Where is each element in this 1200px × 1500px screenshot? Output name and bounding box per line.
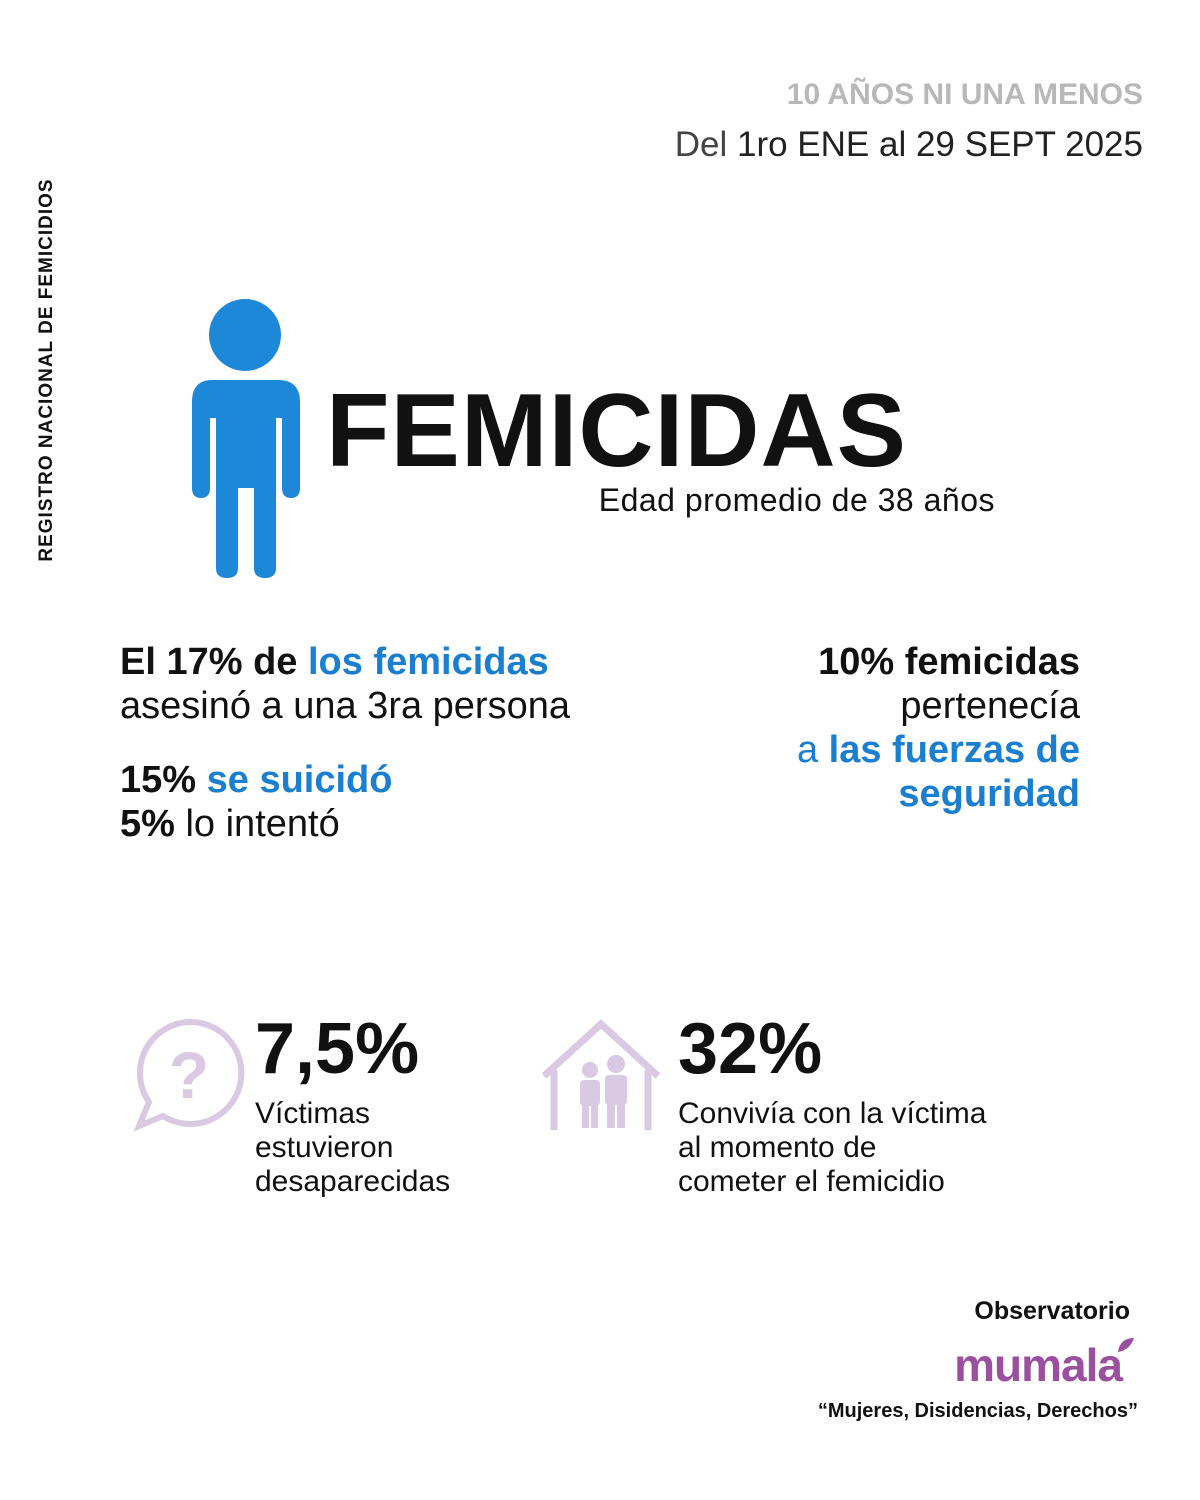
label-line: Convivía con la víctima [678, 1097, 987, 1130]
logo-leaf [1118, 1338, 1134, 1352]
subtitle: Edad promedio de 38 años [598, 482, 995, 518]
stat-line: 5% lo intentó [120, 802, 392, 846]
side-label: REGISTRO NACIONAL DE FEMICIDIOS [36, 178, 57, 562]
suicide-block: 15% se suicidó 5% lo intentó [120, 758, 392, 846]
stat-prep: a [796, 729, 819, 771]
label-line: estuvieron [255, 1131, 394, 1164]
stat-highlight: se suicidó [206, 759, 393, 801]
label-line: al momento de [678, 1131, 877, 1164]
tagline: “Mujeres, Disidencias, Derechos” [817, 1400, 1138, 1422]
person-icon [192, 299, 300, 578]
stat-label: Convivía con la víctima al momento de co… [678, 1097, 986, 1199]
stat-text: pertenecía [900, 685, 1080, 727]
label-line: Víctimas [255, 1097, 371, 1130]
stat-highlight: los femicidas [307, 641, 549, 683]
date: 1ro ENE al 29 SEPT 2025 [737, 125, 1143, 164]
logo: mumala [954, 1339, 1123, 1391]
stat-highlight: las fuerzas de [828, 729, 1080, 771]
security-block: 10% femicidas pertenecía a las fuerzas d… [797, 640, 1080, 816]
stat-value: 32% [678, 1009, 823, 1089]
stat-line: a las fuerzas de [797, 728, 1080, 772]
kicker: 10 AÑOS NI UNA MENOS [786, 78, 1143, 111]
stat-label: Víctimas estuvieron desaparecidas [255, 1097, 450, 1199]
stat-value: 7,5% [255, 1009, 420, 1089]
svg-text:?: ? [169, 1038, 209, 1112]
stat-value: 5% [120, 803, 175, 845]
stat-highlight: seguridad [898, 773, 1080, 815]
stat-lead: El 17% de [120, 641, 298, 683]
title: FEMICIDAS [326, 373, 907, 489]
question-icon: ? [133, 1018, 245, 1132]
observatory: Observatorio [974, 1297, 1130, 1325]
third-person-block: El 17% de los femicidas asesinó a una 3r… [120, 640, 570, 728]
label-line: desaparecidas [255, 1165, 451, 1198]
stat-line: 15% se suicidó [120, 758, 392, 802]
date-range: Del 1ro ENE al 29 SEPT 2025 [675, 125, 1143, 165]
date-prefix: Del [674, 125, 728, 164]
stat-lead: 10% femicidas [818, 641, 1080, 683]
stat-line: El 17% de los femicidas [120, 640, 570, 684]
stat-text: lo intentó [185, 803, 340, 845]
house-icon [541, 1019, 661, 1130]
stat-value: 15% [120, 759, 197, 801]
label-line: cometer el femicidio [678, 1165, 945, 1198]
stat-text: asesinó a una 3ra persona [120, 685, 570, 727]
